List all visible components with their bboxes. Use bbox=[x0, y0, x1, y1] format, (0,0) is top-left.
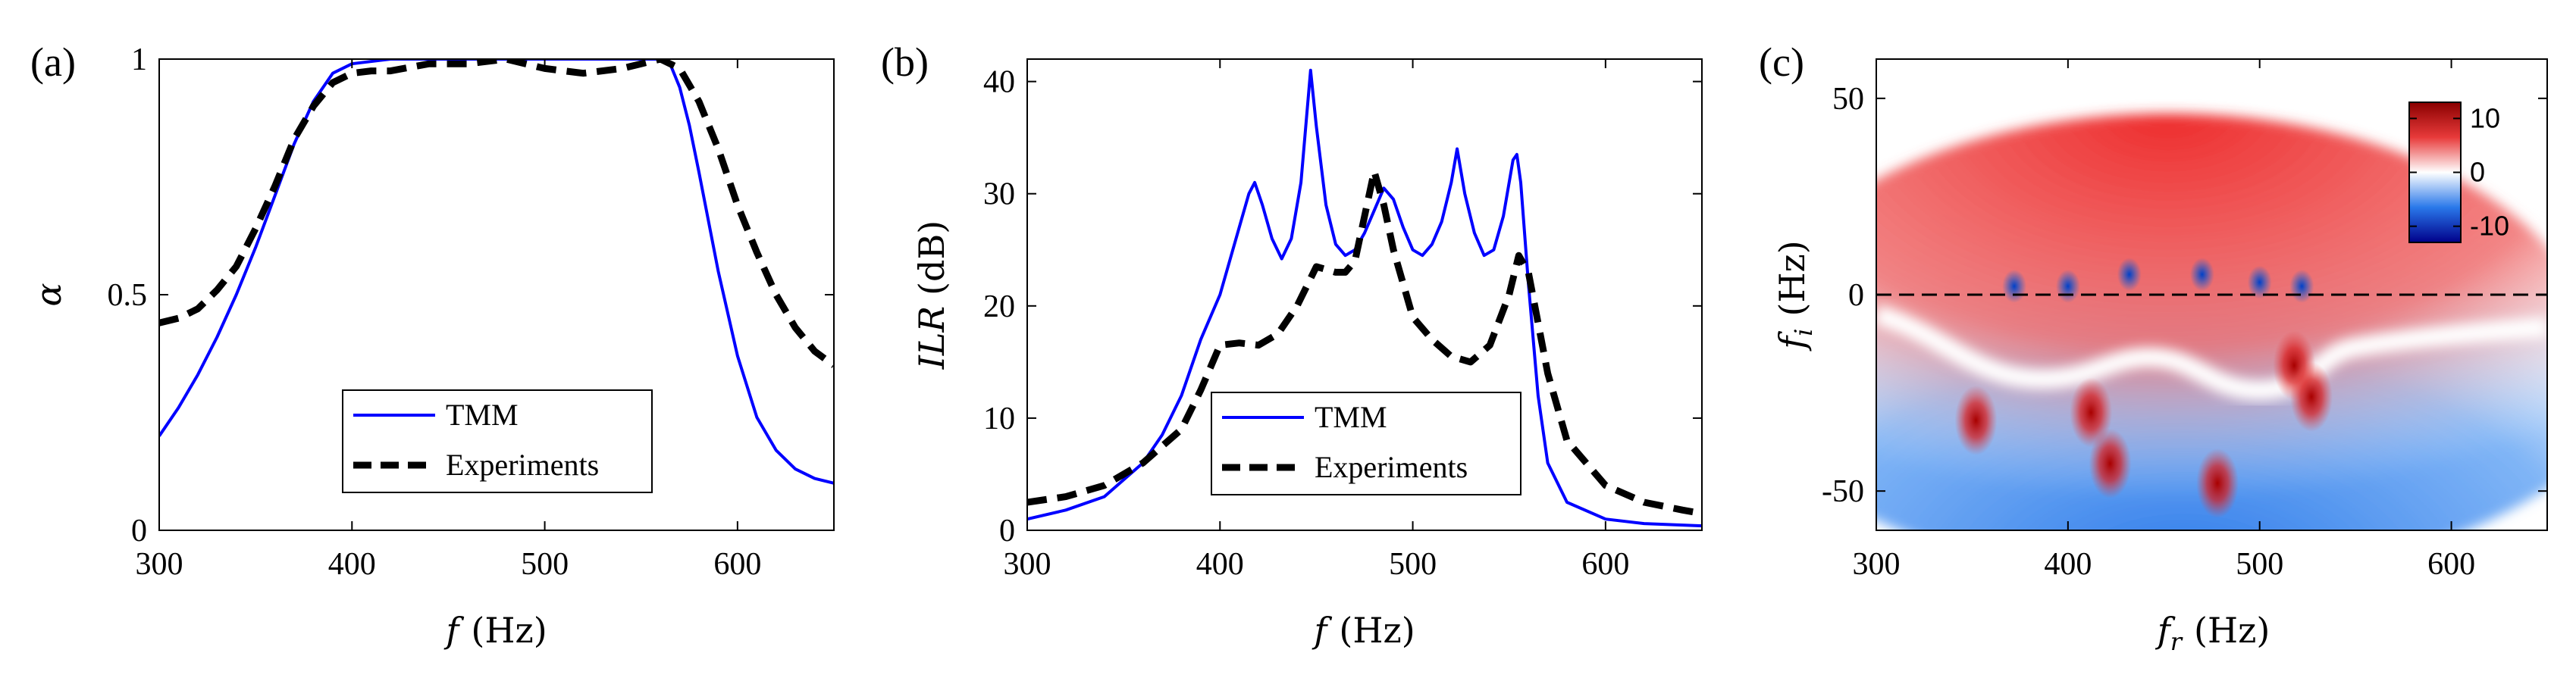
colorbar: 10 0 -10 bbox=[2408, 102, 2509, 243]
legend-b-exp-label: Experiments bbox=[1315, 450, 1468, 484]
panel-b-xlabel-var: f bbox=[1312, 610, 1332, 651]
panel-b-xlabel: f (Hz) bbox=[1312, 610, 1415, 651]
zero-marker bbox=[2117, 258, 2142, 292]
panel-a-xlabel-var: f bbox=[443, 610, 464, 651]
panel-c-ytick-label: 50 bbox=[1832, 82, 1864, 117]
panel-b-label: (b) bbox=[881, 39, 929, 85]
legend-b-tmm-label: TMM bbox=[1315, 400, 1387, 434]
pole-marker bbox=[1954, 385, 1998, 455]
series-tmm-line bbox=[1027, 68, 1702, 528]
panel-c-xtick-label: 300 bbox=[1853, 547, 1901, 582]
panel-b-xtick-label: 600 bbox=[1581, 547, 1629, 582]
zero-marker bbox=[2055, 269, 2080, 303]
series-experiments-line bbox=[1027, 167, 1702, 517]
pole-marker bbox=[2289, 361, 2333, 432]
panel-c-xlabel-sub: r bbox=[2170, 627, 2183, 656]
panel-c-label: (c) bbox=[1759, 39, 1804, 85]
legend-a-exp-label: Experiments bbox=[446, 448, 599, 482]
heatmap-field bbox=[1876, 59, 2547, 530]
series-experiments-line bbox=[159, 59, 834, 368]
panel-c-ylabel: fi(Hz) bbox=[1772, 240, 1818, 352]
zero-marker bbox=[2289, 269, 2314, 303]
panel-a-xtick-label: 400 bbox=[328, 547, 376, 582]
panel-c-xtick-label: 600 bbox=[2427, 547, 2475, 582]
panel-a-xlabel-unit: (Hz) bbox=[471, 610, 547, 651]
panel-b-ylabel: ILR (dB) bbox=[911, 220, 952, 370]
colorbar-tick-label: 10 bbox=[2470, 102, 2500, 133]
panel-b-ytick-label: 10 bbox=[983, 402, 1015, 436]
series-tmm-line bbox=[159, 59, 834, 485]
pole-marker bbox=[2089, 428, 2132, 498]
zero-marker bbox=[2002, 269, 2027, 303]
heatmap-red-region bbox=[1876, 114, 2547, 530]
panel-b-legend: TMM Experiments bbox=[1211, 392, 1521, 495]
panel-a-xtick-label: 300 bbox=[136, 547, 183, 582]
panel-c-ylabel-sub: i bbox=[1789, 328, 1818, 336]
panel-b-xtick-label: 500 bbox=[1389, 547, 1437, 582]
zero-marker bbox=[2247, 265, 2272, 299]
panel-c-ytick-label: 0 bbox=[1848, 278, 1864, 313]
colorbar-tick-label: -10 bbox=[2470, 211, 2509, 242]
panel-c-ytick-label: -50 bbox=[1822, 474, 1864, 509]
panel-a-xlabel: f (Hz) bbox=[443, 610, 547, 651]
panel-a: (a) 300 400 500 600 0 0.5 1 f (Hz) α TMM Experi… bbox=[28, 39, 835, 651]
panel-a-label: (a) bbox=[30, 39, 76, 85]
zero-marker bbox=[2189, 258, 2214, 292]
pole-marker bbox=[2196, 448, 2239, 518]
pole-marker bbox=[2070, 377, 2113, 448]
panel-a-ytick-label: 1 bbox=[131, 42, 147, 77]
legend-a-tmm-label: TMM bbox=[446, 398, 519, 432]
panel-b-ytick-label: 0 bbox=[999, 514, 1015, 548]
panel-c-xlabel: fr (Hz) bbox=[2155, 610, 2270, 656]
panel-b-ytick-label: 40 bbox=[983, 65, 1015, 100]
panel-c-xlabel-unit: (Hz) bbox=[2194, 610, 2270, 651]
heatmap-zero-contour bbox=[1876, 305, 2547, 401]
panel-c-xtick-label: 400 bbox=[2044, 547, 2092, 582]
panel-b-ylabel-var: ILR bbox=[911, 306, 952, 370]
panel-b-xtick-label: 300 bbox=[1004, 547, 1051, 582]
panel-a-xtick-label: 600 bbox=[713, 547, 761, 582]
panel-b-ytick-label: 20 bbox=[983, 289, 1015, 324]
colorbar-gradient bbox=[2408, 102, 2462, 243]
panel-b-xtick-label: 400 bbox=[1196, 547, 1244, 582]
panel-b-ylabel-unit: (dB) bbox=[911, 220, 952, 295]
panel-b-frame bbox=[1026, 58, 1703, 531]
panel-a-ytick-label: 0 bbox=[131, 514, 147, 548]
panel-a-legend: TMM Experiments bbox=[342, 389, 653, 493]
panel-c-xtick-label: 500 bbox=[2236, 547, 2283, 582]
panel-a-ylabel: α bbox=[28, 283, 69, 306]
panel-a-ytick-label: 0.5 bbox=[108, 278, 148, 313]
colorbar-tick-label: 0 bbox=[2470, 157, 2485, 188]
panel-b-xlabel-unit: (Hz) bbox=[1339, 610, 1415, 651]
panel-b-ytick-label: 30 bbox=[983, 177, 1015, 212]
panel-c-ylabel-unit: (Hz) bbox=[1772, 240, 1813, 316]
panel-a-xtick-label: 500 bbox=[521, 547, 569, 582]
